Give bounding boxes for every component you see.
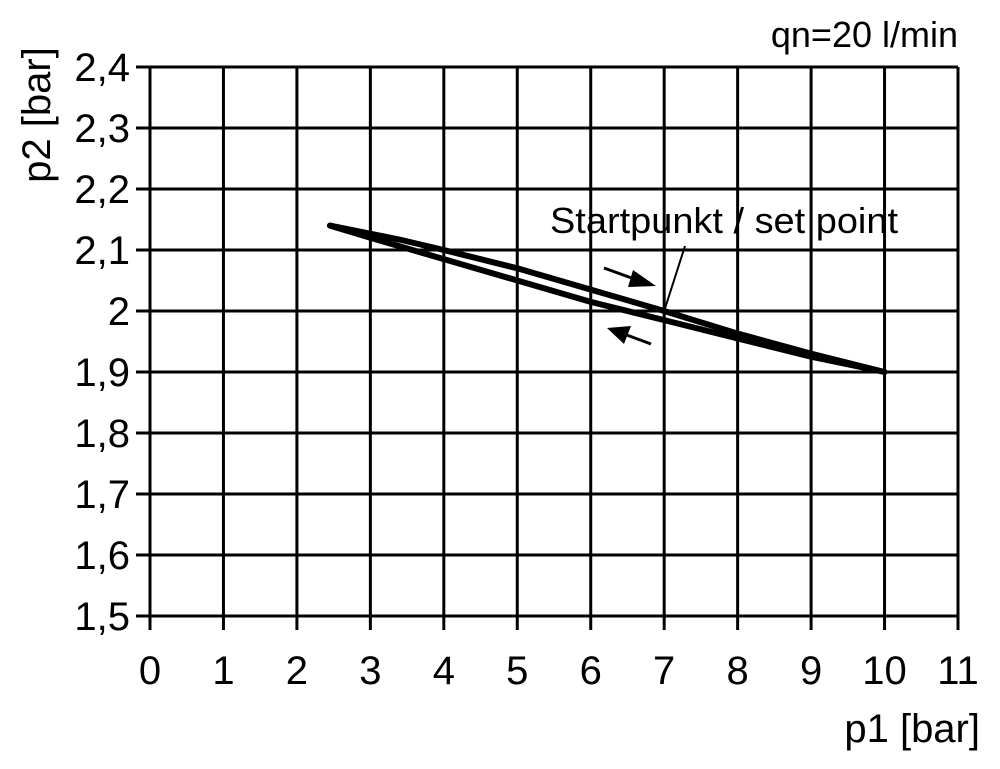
x-tick-label: 11 [937, 649, 979, 693]
y-tick-label: 1,7 [74, 473, 130, 517]
y-tick-label: 1,9 [74, 351, 130, 395]
x-tick-label: 4 [433, 649, 455, 693]
x-tick-label: 9 [800, 649, 822, 693]
y-tick-label: 2,4 [74, 46, 130, 90]
set-point-leader-line [664, 246, 685, 311]
y-tick-label: 1,8 [74, 412, 130, 456]
arrow-increasing [604, 268, 656, 287]
series-lines [330, 226, 885, 373]
y-tick-label: 2,2 [74, 168, 130, 212]
x-tick-label: 2 [286, 649, 308, 693]
tick-labels: 0 1 2 3 4 5 6 7 8 9 10 11 1,5 1,6 1,7 1,8 1,9 2 2,1 2,2 2,3 2… [74, 46, 978, 693]
y-axis-label: p2 [bar] [15, 47, 59, 183]
grid [136, 67, 958, 630]
x-axis-label: p1 [bar] [844, 707, 980, 751]
x-tick-label: 3 [359, 649, 381, 693]
x-tick-label: 1 [212, 649, 234, 693]
x-tick-label: 6 [580, 649, 602, 693]
y-tick-label: 2 [108, 290, 130, 334]
y-tick-label: 2,1 [74, 229, 130, 273]
x-tick-label: 5 [506, 649, 528, 693]
arrow-decreasing [607, 326, 651, 344]
y-tick-label: 1,5 [74, 595, 130, 639]
x-tick-label: 8 [727, 649, 749, 693]
x-tick-label: 10 [862, 649, 907, 693]
flow-annotation: qn=20 l/min [771, 14, 958, 55]
y-tick-label: 2,3 [74, 107, 130, 151]
x-tick-label: 0 [139, 649, 161, 693]
set-point-label: Startpunkt / set point [550, 200, 898, 241]
y-tick-label: 1,6 [74, 534, 130, 578]
x-tick-label: 7 [653, 649, 675, 693]
